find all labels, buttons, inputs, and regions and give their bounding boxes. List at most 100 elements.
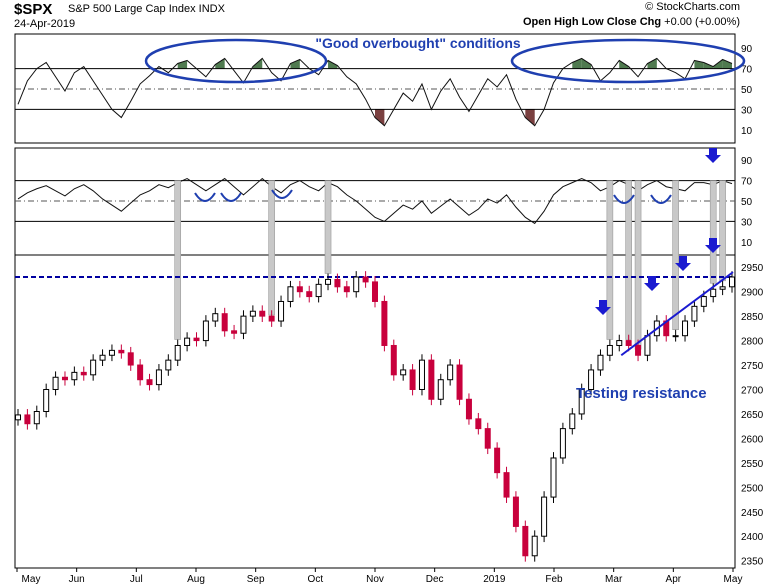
- price-tick-label: 2500: [741, 483, 764, 494]
- chart-header: $SPX S&P 500 Large Cap Index INDX 24-Apr…: [0, 0, 780, 34]
- ohlc-labels: Open High Low Close Chg: [522, 16, 662, 28]
- candle-body: [353, 276, 360, 293]
- candle-body: [259, 310, 266, 317]
- candle-body: [99, 354, 106, 361]
- candle-body: [700, 296, 707, 307]
- candle-body: [90, 359, 97, 376]
- candle-body: [268, 315, 275, 322]
- candle-body: [306, 291, 313, 298]
- candle-body: [61, 376, 68, 381]
- overbought-ellipse-right: [510, 38, 746, 84]
- candle-body: [616, 340, 623, 346]
- rsi2-tick-label: 50: [741, 197, 753, 208]
- chart-date: 24-Apr-2019: [14, 18, 76, 30]
- overbought-ellipse-left: [144, 38, 328, 84]
- price-tick-label: 2900: [741, 288, 764, 299]
- dip-arc: [271, 189, 293, 199]
- candle-body: [494, 447, 501, 474]
- candle-body: [165, 359, 172, 371]
- candle-body: [559, 428, 566, 459]
- candle-body: [221, 313, 228, 332]
- price-tick-label: 2800: [741, 337, 764, 348]
- x-tick-label: Aug: [187, 574, 205, 585]
- arrow-icon: [644, 276, 660, 291]
- candle-body: [512, 496, 519, 527]
- candle-body: [719, 286, 726, 290]
- rsi2-tick-label: 30: [741, 217, 753, 228]
- x-tick-label: May: [724, 574, 743, 585]
- candle-body: [24, 414, 31, 425]
- ticker-symbol: $SPX: [14, 1, 53, 18]
- candle-body: [146, 379, 153, 386]
- overbought-highlight-bar: [268, 180, 275, 316]
- candle-body: [231, 330, 238, 334]
- candle-body: [80, 371, 87, 376]
- candle-body: [249, 310, 256, 317]
- candle-body: [644, 335, 651, 356]
- rsi1-tick-label: 30: [741, 105, 753, 116]
- candle-body: [315, 283, 322, 298]
- overbought-fill: [647, 58, 657, 69]
- rsi2-tick-label: 70: [741, 177, 753, 188]
- price-tick-label: 2700: [741, 385, 764, 396]
- overbought-fill: [328, 60, 338, 69]
- candle-body: [193, 337, 200, 342]
- candle-body: [334, 278, 341, 288]
- candle-body: [15, 414, 21, 421]
- overbought-highlight-bar: [709, 180, 717, 284]
- candle-body: [362, 276, 369, 283]
- arrow-icon: [705, 238, 721, 253]
- x-tick-label: Mar: [605, 574, 623, 585]
- overbought-highlight-bar: [625, 180, 632, 340]
- candle-body: [127, 352, 134, 366]
- x-tick-label: Nov: [366, 574, 384, 585]
- candle-body: [118, 349, 125, 354]
- overbought-fill: [722, 59, 732, 69]
- x-tick-label: 2019: [483, 574, 506, 585]
- candle-body: [484, 428, 491, 449]
- candle-body: [635, 344, 642, 356]
- candle-body: [381, 300, 388, 346]
- ticker-description: S&P 500 Large Cap Index INDX: [68, 3, 225, 15]
- overbought-highlight-bar: [634, 180, 642, 350]
- candle-body: [240, 315, 247, 334]
- candle-body: [437, 379, 444, 400]
- x-tick-label: Sep: [247, 574, 265, 585]
- candle-body: [372, 281, 378, 302]
- ohlc-legend: Open High Low Close Chg +0.00 (+0.00%): [523, 16, 740, 28]
- candle-body: [202, 320, 209, 342]
- candle-body: [137, 364, 144, 381]
- overbought-fill: [290, 59, 300, 69]
- chg-value: +0.00 (+0.00%): [664, 16, 740, 28]
- candle-body: [569, 413, 576, 430]
- price-tick-label: 2400: [741, 532, 764, 543]
- price-tick-label: 2650: [741, 410, 764, 421]
- candle-body: [52, 376, 59, 390]
- candle-body: [390, 344, 397, 376]
- candle-body: [287, 286, 294, 302]
- x-tick-label: Apr: [666, 574, 682, 585]
- overbought-fill: [215, 58, 225, 69]
- brand-label: © StockCharts.com: [645, 1, 740, 13]
- candle-body: [409, 369, 416, 390]
- candle-body: [296, 286, 303, 293]
- overbought-highlight-bar: [719, 180, 726, 282]
- candle-body: [475, 418, 482, 430]
- price-tick-label: 2550: [741, 459, 764, 470]
- x-tick-label: Oct: [308, 574, 324, 585]
- overbought-highlight-bar: [606, 180, 614, 340]
- candle-body: [278, 300, 285, 322]
- oversold-fill: [525, 109, 535, 126]
- dip-arc: [194, 192, 216, 202]
- candle-body: [625, 340, 632, 346]
- candle-body: [418, 359, 425, 390]
- arrow-icon: [595, 300, 611, 315]
- rsi1-tick-label: 50: [741, 85, 753, 96]
- candle-body: [155, 369, 162, 386]
- candle-body: [400, 369, 407, 376]
- rising-trendline: [620, 271, 734, 357]
- rsi1-tick-label: 10: [741, 126, 753, 137]
- candle-body: [184, 337, 191, 346]
- dip-arc: [220, 192, 242, 202]
